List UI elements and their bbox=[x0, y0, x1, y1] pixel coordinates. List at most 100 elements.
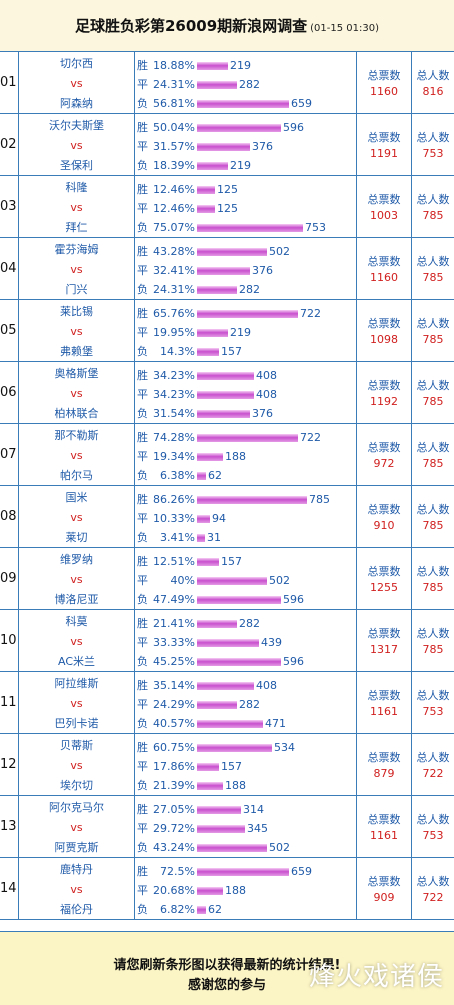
home-team-link[interactable]: 贝蒂斯 bbox=[60, 739, 93, 752]
divider bbox=[134, 734, 135, 795]
total-votes: 总票数 1003 bbox=[357, 176, 411, 237]
total-people: 总人数 816 bbox=[412, 52, 454, 113]
away-team-link[interactable]: 巴列卡诺 bbox=[54, 717, 99, 730]
home-team-link[interactable]: 阿尔克马尔 bbox=[49, 801, 104, 814]
vote-bar-win: 胜 74.28% 722 bbox=[137, 429, 321, 444]
home-team-link[interactable]: 霍芬海姆 bbox=[54, 243, 99, 256]
match-number: 14 bbox=[0, 881, 17, 896]
away-team-link[interactable]: 埃尔切 bbox=[60, 779, 93, 792]
home-team-link[interactable]: 奥格斯堡 bbox=[54, 367, 99, 380]
total-people-value: 785 bbox=[422, 395, 444, 408]
outcome-label: 负 bbox=[137, 593, 148, 606]
vote-bar-fill bbox=[197, 124, 281, 132]
outcome-label: 负 bbox=[137, 469, 148, 482]
away-team-link[interactable]: 阿贾克斯 bbox=[54, 841, 99, 854]
away-team-link[interactable]: 柏林联合 bbox=[54, 407, 99, 420]
total-people-value: 753 bbox=[422, 147, 444, 160]
vote-bar-draw: 平 12.46% 125 bbox=[137, 200, 238, 215]
away-team-link[interactable]: 圣保利 bbox=[60, 159, 93, 172]
divider bbox=[411, 858, 412, 919]
away-team-link[interactable]: 拜仁 bbox=[65, 221, 88, 234]
vote-count: 125 bbox=[217, 183, 238, 196]
vote-percent: 12.51% bbox=[153, 555, 195, 568]
total-people-value: 722 bbox=[422, 891, 444, 904]
vote-count: 219 bbox=[230, 326, 251, 339]
away-team-link[interactable]: 帕尔马 bbox=[60, 469, 93, 482]
survey-time: (01-15 01:30) bbox=[310, 23, 380, 34]
vote-bar-fill bbox=[197, 224, 303, 232]
total-votes-label: 总票数 bbox=[367, 689, 401, 702]
vote-bars: 胜 60.75% 534 平 17.86% 157 负 21.39% 188 bbox=[135, 734, 355, 795]
total-votes-label: 总票数 bbox=[367, 131, 401, 144]
total-votes-label: 总票数 bbox=[367, 441, 401, 454]
total-votes: 总票数 1161 bbox=[357, 796, 411, 857]
vote-count: 62 bbox=[208, 903, 222, 916]
vote-bar-draw: 平 34.23% 408 bbox=[137, 386, 277, 401]
vs-label: vs bbox=[70, 883, 83, 896]
vote-bar-win: 胜 12.46% 125 bbox=[137, 181, 238, 196]
away-team-link[interactable]: 莱切 bbox=[65, 531, 88, 544]
home-team-link[interactable]: 鹿特丹 bbox=[60, 863, 93, 876]
watermark: 烽火戏诸侯 bbox=[308, 962, 444, 992]
home-team-link[interactable]: 那不勒斯 bbox=[54, 429, 99, 442]
vote-bar-lose: 负 3.41% 31 bbox=[137, 529, 221, 544]
divider bbox=[18, 176, 19, 237]
total-people-value: 753 bbox=[422, 705, 444, 718]
match-number: 13 bbox=[0, 819, 17, 834]
total-people: 总人数 785 bbox=[412, 548, 454, 609]
outcome-label: 胜 bbox=[137, 59, 148, 72]
home-team-link[interactable]: 维罗纳 bbox=[60, 553, 93, 566]
vote-bars: 胜 65.76% 722 平 19.95% 219 负 14.3% 157 bbox=[135, 300, 355, 361]
total-votes-value: 1160 bbox=[370, 271, 398, 284]
divider bbox=[356, 300, 357, 361]
outcome-label: 平 bbox=[137, 450, 148, 463]
outcome-label: 胜 bbox=[137, 679, 148, 692]
home-team-link[interactable]: 阿拉维斯 bbox=[54, 677, 99, 690]
outcome-label: 负 bbox=[137, 345, 148, 358]
vs-label: vs bbox=[70, 139, 83, 152]
divider bbox=[134, 114, 135, 175]
vote-bar-fill bbox=[197, 100, 289, 108]
total-votes-label: 总票数 bbox=[367, 69, 401, 82]
vote-percent: 40.57% bbox=[153, 717, 195, 730]
vote-bar-fill bbox=[197, 844, 267, 852]
vote-percent: 50.04% bbox=[153, 121, 195, 134]
away-team-link[interactable]: 门兴 bbox=[65, 283, 88, 296]
away-team-link[interactable]: AC米兰 bbox=[57, 655, 95, 668]
home-team-link[interactable]: 科莫 bbox=[65, 615, 88, 628]
total-people-value: 785 bbox=[422, 271, 444, 284]
total-people-label: 总人数 bbox=[416, 317, 450, 330]
match-teams: 沃尔夫斯堡 vs 圣保利 bbox=[19, 114, 134, 175]
home-team-link[interactable]: 切尔西 bbox=[60, 57, 93, 70]
home-team-link[interactable]: 科隆 bbox=[65, 181, 88, 194]
divider bbox=[411, 176, 412, 237]
divider bbox=[134, 486, 135, 547]
home-team-link[interactable]: 国米 bbox=[65, 491, 88, 504]
vote-bars: 胜 43.28% 502 平 32.41% 376 负 24.31% 282 bbox=[135, 238, 355, 299]
outcome-label: 胜 bbox=[137, 307, 148, 320]
footer: 请您刷新条形图以获得最新的统计结果! 感谢您的参与 烽火戏诸侯 bbox=[0, 931, 454, 1005]
total-people-label: 总人数 bbox=[416, 441, 450, 454]
vote-bar-draw: 平 17.86% 157 bbox=[137, 758, 242, 773]
total-people-value: 785 bbox=[422, 519, 444, 532]
match-teams: 霍芬海姆 vs 门兴 bbox=[19, 238, 134, 299]
divider bbox=[18, 672, 19, 733]
match-number: 01 bbox=[0, 75, 17, 90]
away-team-link[interactable]: 福伦丹 bbox=[60, 903, 93, 916]
match-number: 04 bbox=[0, 261, 17, 276]
home-team-link[interactable]: 沃尔夫斯堡 bbox=[49, 119, 104, 132]
divider bbox=[18, 734, 19, 795]
away-team-link[interactable]: 博洛尼亚 bbox=[54, 593, 99, 606]
vote-bar-fill bbox=[197, 620, 237, 628]
away-team-link[interactable]: 弗赖堡 bbox=[60, 345, 93, 358]
home-team-link[interactable]: 莱比锡 bbox=[60, 305, 93, 318]
total-votes-label: 总票数 bbox=[367, 255, 401, 268]
total-votes-label: 总票数 bbox=[367, 503, 401, 516]
vote-bar-fill bbox=[197, 744, 272, 752]
divider bbox=[134, 858, 135, 919]
outcome-label: 胜 bbox=[137, 245, 148, 258]
match-row: 11 阿拉维斯 vs 巴列卡诺 胜 35.14% 408 平 24.29% 282 负 40.57% 4… bbox=[0, 672, 454, 734]
divider bbox=[134, 52, 135, 113]
vote-bar-fill bbox=[197, 81, 237, 89]
away-team-link[interactable]: 阿森纳 bbox=[60, 97, 93, 110]
